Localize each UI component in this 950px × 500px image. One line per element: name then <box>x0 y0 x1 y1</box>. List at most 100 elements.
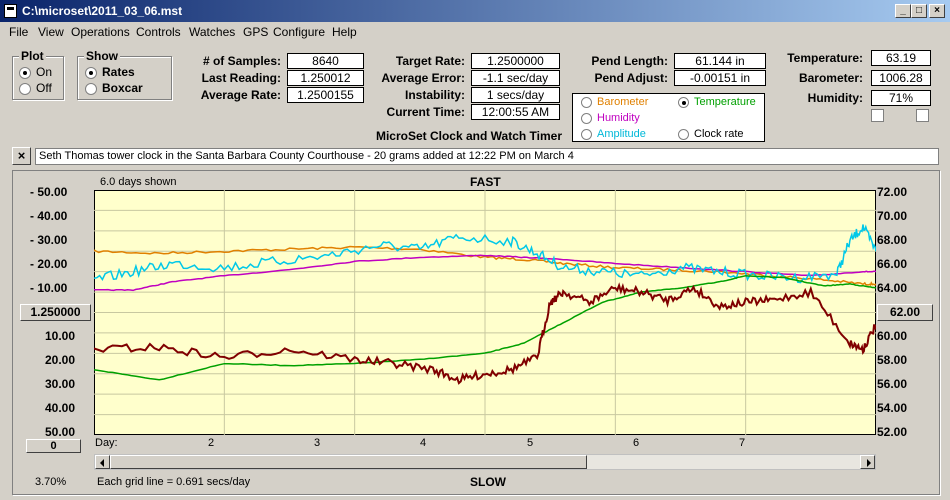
pend-adjust-label: Pend Adjust: <box>594 71 668 85</box>
right-tick-label: 68.00 <box>877 233 908 247</box>
pend-length-label: Pend Length: <box>591 54 668 68</box>
plot-group: Plot On Off <box>12 49 64 100</box>
right-tick-label: 58.00 <box>877 353 908 367</box>
instability-label: Instability: <box>404 88 465 102</box>
day-label: Day: <box>95 437 118 449</box>
series-lines <box>94 224 876 385</box>
sensor-temperature-radio[interactable]: Temperature <box>678 96 756 108</box>
note-close-button[interactable]: × <box>12 147 31 165</box>
sensor-temperature-label: Temperature <box>694 96 756 108</box>
last-reading-label: Last Reading: <box>201 71 281 85</box>
left-tick-label: 50.00 <box>45 425 76 439</box>
menu-watches[interactable]: Watches <box>189 25 236 39</box>
scroll-thumb[interactable] <box>110 455 587 469</box>
show-rates-label: Rates <box>102 65 135 79</box>
sensor-humidity-label: Humidity <box>597 112 640 124</box>
show-boxcar-radio[interactable]: Boxcar <box>85 81 143 95</box>
series-temperature-line <box>94 275 876 381</box>
target-rate-value: 1.2500000 <box>471 53 560 69</box>
left-checkbox[interactable] <box>871 109 884 122</box>
right-tick-label: 60.00 <box>877 329 908 343</box>
sensor-select-box: Barometer Humidity Amplitude Temperature… <box>572 93 765 142</box>
sensor-barometer-label: Barometer <box>597 96 649 108</box>
left-tick-label: - 20.00 <box>30 257 68 271</box>
right-tick-label: 70.00 <box>877 209 908 223</box>
sensor-amplitude-label: Amplitude <box>597 128 646 140</box>
x-tick-label: 4 <box>420 437 427 449</box>
x-tick-label: 7 <box>739 437 746 449</box>
x-tick-label: 5 <box>527 437 534 449</box>
pend-adjust-value: -0.00151 in <box>674 70 766 86</box>
right-checkbox[interactable] <box>916 109 929 122</box>
left-tick-label: 20.00 <box>45 353 76 367</box>
barometer-value: 1006.28 <box>871 70 931 86</box>
fast-label: FAST <box>470 175 501 189</box>
average-rate-label: Average Rate: <box>200 88 281 102</box>
humidity-value: 71% <box>871 90 931 106</box>
sensor-clock-rate-radio[interactable]: Clock rate <box>678 128 744 140</box>
plot-off-radio[interactable]: Off <box>19 81 52 95</box>
series-barometer-line <box>94 245 876 287</box>
scroll-right-button[interactable] <box>860 455 875 469</box>
average-rate-value: 1.2500155 <box>287 87 364 103</box>
menu-controls[interactable]: Controls <box>136 25 181 39</box>
radio-dot-icon <box>19 66 31 79</box>
x-tick-label: 6 <box>633 437 640 449</box>
target-rate-label: Target Rate: <box>395 54 465 68</box>
menu-view[interactable]: View <box>38 25 64 39</box>
left-tick-label: 40.00 <box>45 401 76 415</box>
plot-area[interactable] <box>94 190 876 435</box>
radio-icon <box>19 82 31 95</box>
sensor-humidity-radio[interactable]: Humidity <box>581 112 640 124</box>
scroll-left-button[interactable] <box>95 455 110 469</box>
app-icon <box>4 4 17 18</box>
temperature-value: 63.19 <box>871 50 931 66</box>
radio-dot-icon <box>85 66 97 79</box>
menu-configure[interactable]: Configure <box>273 25 326 39</box>
center-rate-button[interactable]: 1.250000 <box>20 304 91 321</box>
last-reading-value: 1.250012 <box>287 70 364 86</box>
current-time-label: Current Time: <box>386 105 465 119</box>
minimize-button[interactable]: _ <box>895 4 911 18</box>
percent-label: 3.70% <box>35 476 67 488</box>
temperature-label: Temperature: <box>787 51 863 65</box>
samples-value: 8640 <box>287 53 364 69</box>
radio-icon <box>678 128 689 140</box>
plot-off-label: Off <box>36 81 52 95</box>
left-tick-label: - 50.00 <box>30 185 68 199</box>
plot-on-radio[interactable]: On <box>19 65 52 79</box>
right-tick-label: 54.00 <box>877 401 908 415</box>
show-group: Show Rates Boxcar <box>77 49 172 100</box>
close-button[interactable]: × <box>929 4 945 18</box>
menu-help[interactable]: Help <box>332 25 357 39</box>
radio-dot-icon <box>678 96 689 108</box>
zero-button[interactable]: 0 <box>26 439 81 453</box>
menu-operations[interactable]: Operations <box>71 25 130 39</box>
pend-length-value: 61.144 in <box>674 53 766 69</box>
right-tick-label: 56.00 <box>877 377 908 391</box>
left-tick-label: 30.00 <box>45 377 76 391</box>
radio-icon <box>581 112 592 124</box>
instability-value: 1 secs/day <box>471 87 560 103</box>
menu-gps[interactable]: GPS <box>243 25 269 39</box>
window-title: C:\microset\2011_03_06.mst <box>22 4 183 18</box>
right-center-button[interactable]: 62.00 <box>877 304 933 321</box>
left-tick-label: - 40.00 <box>30 209 68 223</box>
days-shown-label: 6.0 days shown <box>100 176 177 188</box>
right-tick-label: 52.00 <box>877 425 908 439</box>
show-rates-radio[interactable]: Rates <box>85 65 135 79</box>
menu-file[interactable]: File <box>9 25 29 39</box>
sensor-amplitude-radio[interactable]: Amplitude <box>581 128 646 140</box>
horizontal-scrollbar[interactable] <box>94 454 876 470</box>
title-bar[interactable]: C:\microset\2011_03_06.mst _ □ × <box>0 0 950 22</box>
maximize-button[interactable]: □ <box>911 4 927 18</box>
grid-note: Each grid line = 0.691 secs/day <box>97 476 251 488</box>
right-arrow-icon <box>867 459 871 467</box>
sensor-barometer-radio[interactable]: Barometer <box>581 96 648 108</box>
plot-on-label: On <box>36 65 53 79</box>
left-tick-label: - 10.00 <box>30 281 68 295</box>
note-field[interactable]: Seth Thomas tower clock in the Santa Bar… <box>35 148 939 165</box>
series-clock-rate-line <box>94 282 876 385</box>
left-tick-label: 10.00 <box>45 329 76 343</box>
chart-panel <box>12 170 940 495</box>
